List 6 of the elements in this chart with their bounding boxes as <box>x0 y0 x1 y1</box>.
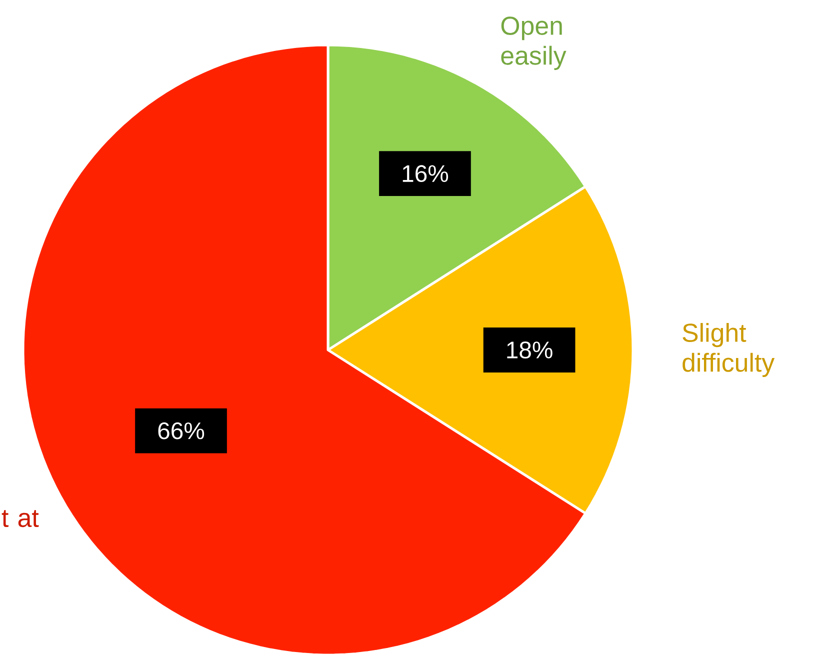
slice-label: Slight difficulty <box>682 322 775 378</box>
data-label: 66% <box>158 422 204 440</box>
slice-label: Open easily <box>501 16 566 70</box>
slice-label: t at <box>2 510 39 528</box>
data-label: 18% <box>507 342 552 358</box>
data-label: 16% <box>402 165 448 182</box>
